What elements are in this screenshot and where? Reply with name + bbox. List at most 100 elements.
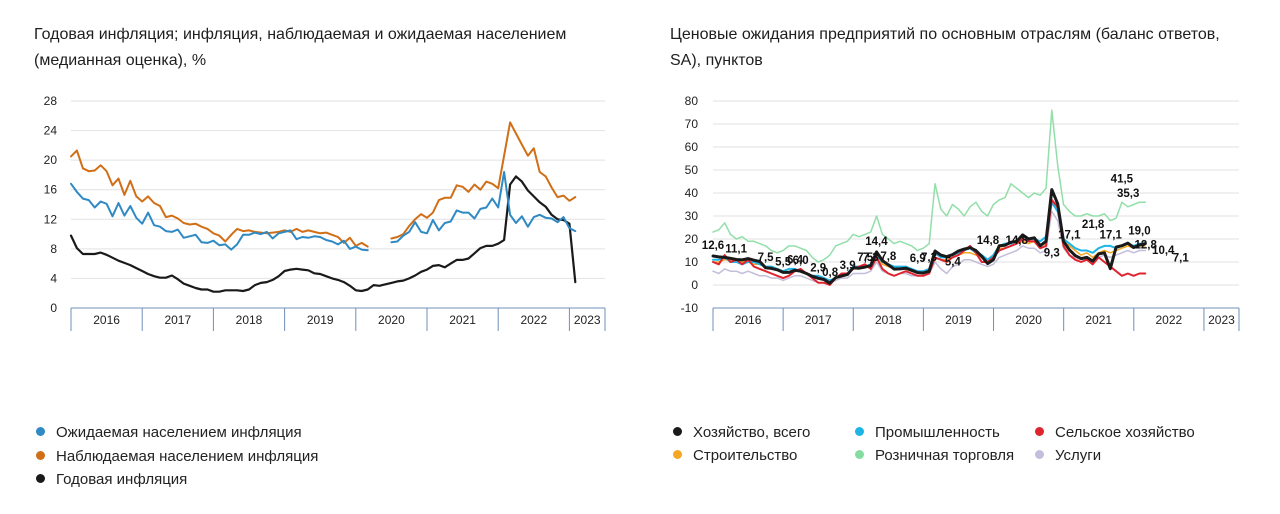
legend-marker — [36, 427, 45, 436]
legend-label: Розничная торговля — [875, 447, 1015, 464]
series-line — [390, 171, 577, 244]
series-line — [711, 188, 1147, 285]
y-tick-label: 30 — [685, 209, 699, 223]
y-tick-label: 28 — [44, 94, 58, 108]
data-label: 35,3 — [1117, 188, 1139, 200]
legend-item: Ожидаемая населением инфляция — [36, 422, 302, 444]
data-label: 2,9 — [810, 262, 826, 274]
legend-label: Услуги — [1055, 447, 1102, 464]
legend-label: Сельское хозяйство — [1055, 424, 1195, 441]
y-tick-label: 70 — [685, 117, 699, 131]
data-label: 14,4 — [865, 236, 888, 248]
data-label: 5,4 — [945, 257, 962, 269]
left-chart-panel: Годовая инфляция; инфляция, наблюдаемая … — [34, 26, 606, 491]
data-label: 12,6 — [702, 240, 724, 252]
y-tick-label: 50 — [685, 163, 699, 177]
y-tick-label: 80 — [685, 94, 699, 108]
y-tick-label: 24 — [44, 124, 58, 138]
legend-marker — [673, 427, 682, 436]
x-tick-label: 2019 — [307, 313, 334, 327]
data-label: 12,8 — [1135, 240, 1158, 252]
left-chart-svg: 0 4 8 12 16 20 24 28 2016 2017 2018 2019 2020 2021 202… — [44, 94, 606, 331]
y-tick-label: 0 — [691, 278, 698, 292]
data-label: 6,4 — [787, 254, 804, 266]
y-tick-label: 0 — [50, 301, 57, 315]
right-chart-svg: -10 0 10 20 30 40 50 60 70 80 2016 2017 2018 2019 2020… — [681, 94, 1240, 331]
legend-marker — [1035, 427, 1044, 436]
series-line — [70, 182, 369, 252]
legend-item: Услуги — [1035, 445, 1101, 467]
data-label: 7,8 — [880, 251, 897, 263]
x-tick-label: 2023 — [1208, 313, 1235, 327]
y-tick-label: -10 — [681, 301, 699, 315]
y-tick-label: 8 — [50, 242, 57, 256]
data-label: 3,9 — [840, 260, 856, 272]
data-label: 9,3 — [1044, 248, 1060, 260]
legend-marker — [1035, 450, 1044, 459]
data-label: 19,0 — [1128, 225, 1150, 237]
data-label: 17,1 — [1058, 230, 1081, 242]
right-chart-title: Ценовые ожидания предприятий по основным… — [670, 26, 1220, 69]
x-tick-label: 2021 — [449, 313, 476, 327]
legend-marker — [36, 451, 45, 460]
data-label: 7,5 — [758, 252, 775, 264]
x-tick-label: 2020 — [1015, 313, 1042, 327]
data-label: 41,5 — [1111, 174, 1134, 186]
series-line — [70, 149, 369, 248]
series-line — [712, 109, 1147, 263]
series-line — [390, 121, 577, 240]
legend-marker — [855, 427, 864, 436]
series-line — [712, 198, 1147, 286]
data-label: 5,5 — [775, 256, 792, 268]
y-tick-label: 12 — [44, 212, 58, 226]
series-line — [69, 175, 577, 293]
right-chart-panel: Ценовые ожидания предприятий по основным… — [640, 0, 1280, 514]
legend-item: Промышленность — [855, 422, 1000, 444]
data-label: 17,1 — [1099, 230, 1122, 242]
x-tick-label: 2023 — [574, 313, 601, 327]
y-tick-label: 20 — [44, 153, 58, 167]
x-tick-label: 2018 — [236, 313, 263, 327]
y-tick-label: 16 — [44, 183, 58, 197]
x-tick-label: 2018 — [875, 313, 902, 327]
data-label: 14,8 — [977, 235, 1000, 247]
y-tick-label: 10 — [685, 255, 699, 269]
legend-label: Наблюдаемая населением инфляция — [56, 448, 319, 465]
x-tick-label: 2021 — [1085, 313, 1112, 327]
x-tick-label: 2019 — [945, 313, 972, 327]
data-label: 7,3 — [863, 252, 879, 264]
legend-item: Розничная торговля — [855, 445, 1014, 467]
data-label: 6,9 — [910, 253, 926, 265]
x-tick-label: 2020 — [378, 313, 405, 327]
data-label: 11,1 — [725, 243, 747, 255]
x-tick-label: 2017 — [805, 313, 832, 327]
legend-item: Сельское хозяйство — [1035, 422, 1195, 444]
legend-item: Наблюдаемая населением инфляция — [36, 446, 318, 468]
y-tick-label: 60 — [685, 140, 699, 154]
x-tick-label: 2016 — [735, 313, 762, 327]
legend-marker — [673, 450, 682, 459]
data-label: 0,8 — [822, 267, 839, 279]
data-label: 7,1 — [1173, 253, 1190, 265]
data-label: 21,8 — [1082, 219, 1105, 231]
x-tick-label: 2022 — [1156, 313, 1183, 327]
legend-label: Хозяйство, всего — [693, 424, 811, 441]
y-tick-label: 40 — [685, 186, 699, 200]
legend-item: Хозяйство, всего — [673, 422, 810, 444]
data-label: 7,5 — [857, 252, 874, 264]
legend-marker — [855, 450, 864, 459]
legend-label: Промышленность — [875, 424, 1000, 441]
data-label: 14,8 — [1005, 235, 1028, 247]
legend-marker — [36, 474, 45, 483]
x-tick-label: 2022 — [520, 313, 547, 327]
legend-label: Годовая инфляция — [56, 471, 188, 488]
data-label: 7,3 — [921, 252, 937, 264]
left-chart-title: Годовая инфляция; инфляция, наблюдаемая … — [34, 26, 567, 69]
y-tick-label: 20 — [685, 232, 699, 246]
y-tick-label: 4 — [50, 271, 57, 285]
legend-label: Ожидаемая населением инфляция — [56, 424, 302, 441]
x-tick-label: 2017 — [164, 313, 191, 327]
legend-item: Годовая инфляция — [36, 469, 187, 491]
data-label: 10,4 — [1152, 245, 1175, 257]
x-tick-label: 2016 — [93, 313, 120, 327]
